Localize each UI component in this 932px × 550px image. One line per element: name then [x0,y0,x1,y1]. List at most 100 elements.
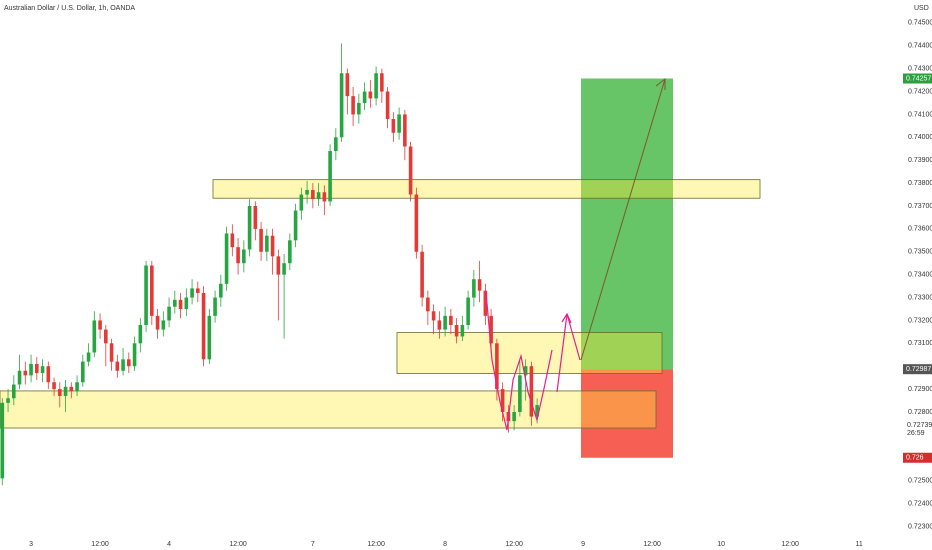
drawings [485,77,666,431]
y-tick-label: 0.73800 [908,180,932,187]
candle-body [242,249,246,264]
support-resistance-zone [0,390,657,429]
candle-body [167,306,171,321]
y-tick-label: 0.73900 [908,157,932,164]
y-tick-label: 0.74500 [908,20,932,27]
candle-body [472,279,476,298]
candle-body [374,73,378,99]
x-tick-label: 8 [443,541,447,548]
candle-body [529,366,534,417]
candle-body [431,311,436,321]
candle-body [29,363,33,376]
y-tick-label: 0.73700 [908,203,932,210]
candle-body [259,228,263,252]
candle-body [454,325,459,337]
candle-body [380,73,384,92]
candle-body [207,315,212,360]
y-tick-label: 0.72400 [908,500,932,507]
y-tick-label: 0.73400 [908,271,932,278]
x-tick-label: 4 [167,541,171,548]
candle-body [443,315,447,330]
candle-body [512,411,516,422]
x-tick-label: 12:00 [367,541,385,548]
candle-body [437,320,442,330]
candle-body [316,192,321,200]
x-tick-label: 11 [856,541,863,548]
x-tick-label: 12:00 [781,541,799,548]
candle-body [161,320,166,330]
candle-body [173,299,177,307]
loss-zone [581,369,673,458]
x-tick-label: 12:00 [91,541,109,548]
candle-body [247,205,252,250]
candle-body [109,343,114,362]
candle-body [518,375,522,412]
candle-body [460,325,465,337]
x-tick-label: 7 [311,541,315,548]
projection-arrowhead [561,312,572,324]
candle-body [6,398,10,403]
candle-body [288,240,292,264]
candle-body [334,137,338,152]
chart-title: Australian Dollar / U.S. Dollar, 1h, OAN… [4,5,135,12]
candle-body [293,210,298,241]
x-tick-label: 12:00 [643,541,661,548]
support-resistance-zone [396,332,663,374]
candle-body [420,251,424,298]
candle-body [449,315,453,326]
candle-body [184,297,189,309]
candle-body [132,343,137,367]
candle-body [322,192,327,202]
candle-body [339,73,344,138]
candle-body [414,194,419,252]
price-badge [903,452,932,463]
candle-body [127,359,131,367]
y-tick-label: 0.74200 [908,88,932,95]
candle-body [46,366,51,383]
candle-body [63,386,68,396]
candle-body [121,359,125,371]
candle-body [104,329,108,344]
candle-body [230,233,235,248]
candle-body [391,119,396,133]
candle-body [305,189,309,195]
price-badge-label: 0.726 [906,455,924,462]
price-badge-label: 0.72987 [906,366,931,373]
candle-body [213,297,217,316]
candle-body [368,91,373,99]
candle-body [523,366,528,376]
candle-body [52,382,56,390]
y-tick-label: 0.73500 [908,249,932,256]
x-tick-label: 3 [29,541,33,548]
candle-body [219,283,223,298]
y-tick-label: 0.72800 [908,409,932,416]
candle-body [253,205,258,229]
target-arrowhead [655,77,666,90]
x-tick-label: 10 [717,541,725,548]
candle-body [489,315,493,344]
candle-body [299,194,304,211]
price-badge [903,364,932,375]
y-tick-label: 0.73200 [908,317,932,324]
candle-body [155,315,160,330]
y-tick-label: 0.73300 [908,294,932,301]
candle-body [115,361,120,371]
y-tick-label: 0.72500 [908,477,932,484]
currency-label: USD [914,5,929,12]
candle-body [23,370,28,376]
x-tick-label: 9 [581,541,585,548]
price-badge [903,73,932,84]
candle-body [351,96,355,115]
candle-body [362,91,367,103]
candle-body [150,265,154,316]
y-tick-label: 0.74400 [908,43,932,50]
candle-body [408,146,413,195]
candle-body [397,114,401,133]
candle-body [500,389,505,412]
candle-body [138,325,143,344]
candle-body [17,370,22,385]
candle-body [495,343,499,390]
candles [0,43,539,486]
candle-body [0,402,5,479]
